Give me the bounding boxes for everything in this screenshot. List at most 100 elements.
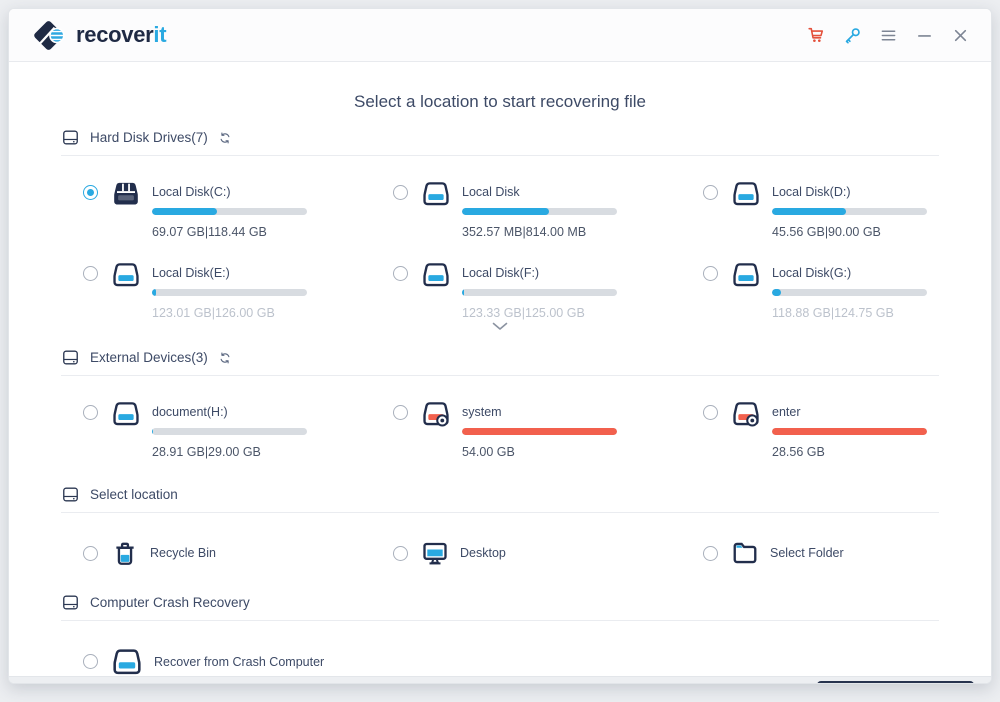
external-disk-icon <box>111 400 141 459</box>
chevron-down-icon[interactable] <box>492 322 508 331</box>
titlebar: recoverit <box>9 9 991 62</box>
lost-partition-icon <box>421 400 451 459</box>
capacity-bar-fill <box>152 208 218 215</box>
crash-computer-icon <box>111 647 143 676</box>
drive-name: system <box>462 405 502 419</box>
key-icon[interactable] <box>842 25 863 46</box>
main-content: Select a location to start recovering fi… <box>9 62 991 676</box>
folder-icon <box>731 539 759 567</box>
hard-disk-icon <box>731 261 761 320</box>
drive-size: 54.00 GB <box>462 445 515 459</box>
drive-item-local-disk-d[interactable]: Local Disk(D:) 45.56 GB|90.00 GB <box>681 180 939 239</box>
capacity-bar <box>462 208 617 215</box>
hard-disk-grid: Local Disk(C:) 69.07 GB|118.44 GB Local … <box>61 156 939 320</box>
radio-button[interactable] <box>393 405 408 420</box>
crash-recovery-grid: Recover from Crash Computer <box>61 621 939 676</box>
logo-wordmark: recoverit <box>76 22 167 47</box>
recoverit-logo-icon <box>34 20 65 50</box>
location-name: Recycle Bin <box>150 546 216 560</box>
capacity-bar-fill <box>152 428 153 435</box>
drive-item-enter[interactable]: enter 28.56 GB <box>681 400 939 459</box>
location-name: Select Folder <box>770 546 844 560</box>
drive-size: 28.56 GB <box>772 445 825 459</box>
capacity-bar-fill <box>462 208 549 215</box>
start-button[interactable]: Start <box>817 680 974 683</box>
hard-disk-icon <box>731 180 761 239</box>
drive-item-local-disk[interactable]: Local Disk 352.57 MB|814.00 MB <box>371 180 681 239</box>
titlebar-actions <box>806 25 971 46</box>
close-icon[interactable] <box>950 25 971 46</box>
location-item-recycle-bin[interactable]: Recycle Bin <box>61 539 371 567</box>
drive-size: 69.07 GB|118.44 GB <box>152 225 267 239</box>
capacity-bar <box>152 428 307 435</box>
capacity-bar <box>772 208 927 215</box>
lost-partition-icon <box>731 400 761 459</box>
radio-button[interactable] <box>703 185 718 200</box>
section-label: Select location <box>90 487 178 502</box>
app-window: recoverit Select a location to start rec… <box>8 8 992 684</box>
drive-name: Local Disk(D:) <box>772 185 851 199</box>
drive-size: 123.01 GB|126.00 GB <box>152 306 275 320</box>
radio-button[interactable] <box>703 266 718 281</box>
drive-item-local-disk-f[interactable]: Local Disk(F:) 123.33 GB|125.00 GB <box>371 261 681 320</box>
app-logo: recoverit <box>31 17 167 54</box>
radio-button[interactable] <box>393 266 408 281</box>
capacity-bar-fill <box>772 208 847 215</box>
hard-drive-icon <box>61 348 80 367</box>
drive-size: 123.33 GB|125.00 GB <box>462 306 585 320</box>
capacity-bar-fill <box>462 428 617 435</box>
section-header-select-location: Select location <box>61 485 939 513</box>
capacity-bar <box>462 289 617 296</box>
refresh-icon[interactable] <box>218 131 232 145</box>
drive-size: 352.57 MB|814.00 MB <box>462 225 587 239</box>
drive-name: document(H:) <box>152 405 228 419</box>
section-header-crash-recovery: Computer Crash Recovery <box>61 593 939 621</box>
recycle-bin-icon <box>111 539 139 567</box>
radio-button[interactable] <box>83 545 98 561</box>
hard-drive-icon <box>61 128 80 147</box>
show-more-row <box>61 320 939 336</box>
capacity-bar <box>152 208 307 215</box>
footer-bar: Cannot detect your drive or device?Feed … <box>9 676 991 683</box>
radio-button[interactable] <box>393 185 408 200</box>
hard-disk-icon <box>421 261 451 320</box>
drive-item-system[interactable]: system 54.00 GB <box>371 400 681 459</box>
drive-name: Local Disk <box>462 185 520 199</box>
drive-name: enter <box>772 405 801 419</box>
capacity-bar <box>152 289 307 296</box>
radio-button[interactable] <box>83 405 98 420</box>
drive-size: 28.91 GB|29.00 GB <box>152 445 261 459</box>
radio-button[interactable] <box>703 545 718 561</box>
drive-size: 118.88 GB|124.75 GB <box>772 306 894 320</box>
radio-button[interactable] <box>393 545 408 561</box>
cart-icon[interactable] <box>806 25 827 46</box>
drive-name: Local Disk(G:) <box>772 266 852 280</box>
section-label: Computer Crash Recovery <box>90 595 250 610</box>
radio-button[interactable] <box>83 266 98 281</box>
drive-item-local-disk-c[interactable]: Local Disk(C:) 69.07 GB|118.44 GB <box>61 180 371 239</box>
hard-disk-icon <box>111 180 141 239</box>
drive-item-local-disk-e[interactable]: Local Disk(E:) 123.01 GB|126.00 GB <box>61 261 371 320</box>
menu-icon[interactable] <box>878 25 899 46</box>
location-name: Desktop <box>460 546 506 560</box>
crash-recovery-item[interactable]: Recover from Crash Computer <box>61 647 371 676</box>
radio-button[interactable] <box>703 405 718 420</box>
radio-button[interactable] <box>83 654 98 669</box>
hard-disk-icon <box>111 261 141 320</box>
capacity-bar-fill <box>772 289 782 296</box>
capacity-bar-fill <box>772 428 927 435</box>
location-item-select-folder[interactable]: Select Folder <box>681 539 939 567</box>
drive-item-local-disk-g[interactable]: Local Disk(G:) 118.88 GB|124.75 GB <box>681 261 939 320</box>
refresh-icon[interactable] <box>218 351 232 365</box>
drive-item-document-h[interactable]: document(H:) 28.91 GB|29.00 GB <box>61 400 371 459</box>
capacity-bar <box>772 428 927 435</box>
capacity-bar <box>462 428 617 435</box>
select-location-grid: Recycle Bin Desktop Select Folder <box>61 513 939 567</box>
minimize-icon[interactable] <box>914 25 935 46</box>
location-item-desktop[interactable]: Desktop <box>371 539 681 567</box>
drive-name: Local Disk(E:) <box>152 266 230 280</box>
hard-drive-icon <box>61 593 80 612</box>
section-header-hard-disk-drives: Hard Disk Drives(7) <box>61 128 939 156</box>
radio-button[interactable] <box>83 185 98 200</box>
page-title: Select a location to start recovering fi… <box>354 92 646 111</box>
